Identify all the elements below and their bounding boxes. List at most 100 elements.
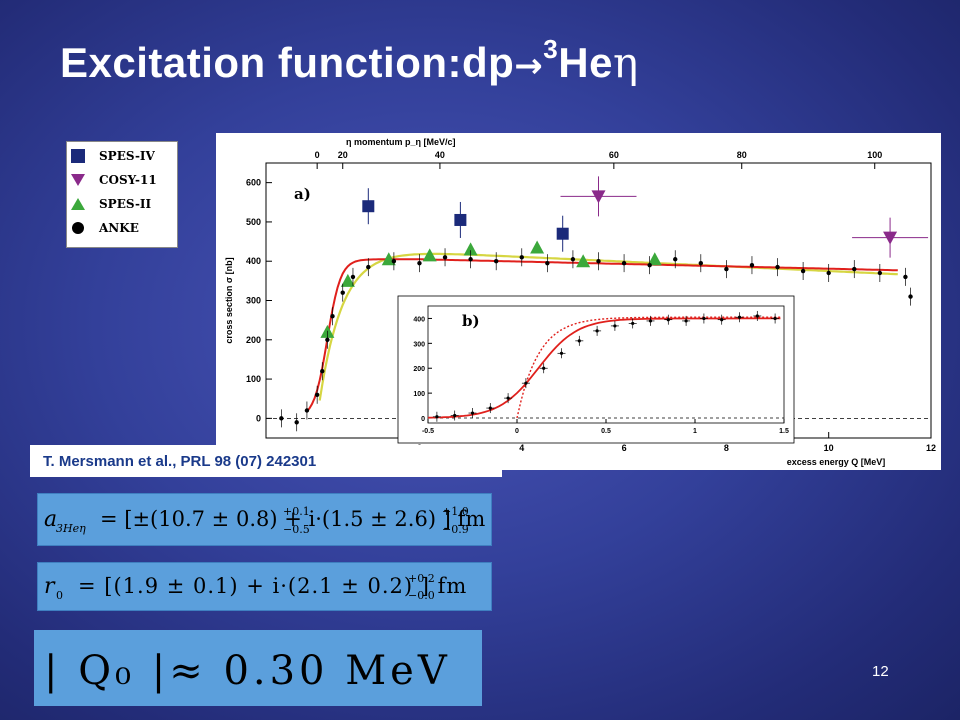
formula-a-err2-down: −0.9 [442,523,469,536]
triangle-down-marker-icon [71,174,85,186]
top-tick-label: 40 [435,150,445,160]
legend-item-spes-ii: SPES-II [71,194,151,214]
y-tick-label: 400 [246,256,261,266]
anke-data-point [724,266,729,272]
anke-data-point [320,369,325,374]
x-tick-label: 8 [724,443,729,453]
inset-data-point [453,413,457,418]
spes-ii-data-point [422,248,437,262]
anke-data-point [442,255,448,260]
formula-a-body: = [±(10.7 ± 0.8) + i·(1.5 ± 2.6) ] fm [100,507,485,531]
cosy-11-data-point [591,190,606,204]
inset-y-tick-label: 400 [413,316,425,323]
top-tick-label: 20 [338,150,348,160]
square-marker-icon [71,149,85,163]
spes-iv-data-point [556,227,569,240]
anke-data-point [852,266,857,272]
anke-data-point [294,420,299,425]
y-tick-label: 0 [256,413,261,423]
formula-r-body: = [(1.9 ± 0.1) + i·(2.1 ± 0.2) ] fm [78,574,467,598]
inset-data-point [595,329,599,333]
spes-ii-data-point [576,254,591,268]
fit-curve-red [306,258,898,412]
plot-b-background [397,295,795,444]
formula-q-text: | Q₀ |≈ 0.30 MeV [44,648,451,694]
anke-data-point [519,255,524,260]
anke-data-point [330,314,335,319]
inset-data-point [470,411,475,415]
inset-x-tick-label: 1.5 [779,428,789,435]
inset-x-tick-label: 1 [693,428,697,435]
slide-number: 12 [872,663,889,680]
anke-data-point [468,257,473,262]
inset-data-point [435,415,439,419]
inset-data-point [773,316,777,321]
y-tick-label: 200 [246,335,261,345]
x-tick-label: 12 [926,443,936,453]
inset-data-point [506,396,510,400]
triangle-up-marker-icon [71,198,85,210]
anke-data-point [570,257,576,262]
anke-data-point [366,264,371,270]
anke-data-point [621,260,627,266]
inset-x-tick-label: 0.5 [601,428,611,435]
anke-data-point [749,262,755,268]
anke-data-point [698,260,704,266]
anke-data-point [596,259,601,264]
inset-data-point [684,319,688,323]
anke-data-point [647,262,652,268]
y-tick-label: 300 [246,296,261,306]
y-tick-label: 600 [246,178,261,188]
inset-data-point [577,339,581,343]
inset-data-point [488,406,492,410]
formula-r-symbol: r [44,574,56,599]
anke-data-point [826,270,831,276]
anke-data-point [800,268,806,274]
anke-data-point [325,337,330,342]
legend-item-anke: ANKE [71,218,139,238]
y-axis-label: cross section σ [nb] [224,257,234,343]
anke-data-point [493,259,499,264]
anke-data-point [903,274,908,280]
inset-data-point [559,351,564,355]
panel-a-label: a) [294,185,311,203]
anke-data-point [340,290,345,295]
spes-iv-data-point [454,213,467,226]
formula-a-err2-up: +1.0 [442,505,469,518]
reference-citation: T. Mersmann et al., PRL 98 (07) 242301 [30,445,502,477]
inset-y-tick-label: 200 [413,366,425,373]
chart-legend: SPES-IV COSY-11 SPES-II ANKE [66,141,178,248]
inset-y-tick-label: 300 [413,341,425,348]
inset-x-tick-label: 0 [515,428,519,435]
inset-data-point [631,321,635,326]
cosy-11-data-point [883,231,898,245]
anke-data-point [304,408,310,413]
panel-b-label: b) [462,312,480,330]
anke-data-point [908,294,913,299]
scattering-length-formula: a 3Heη = [±(10.7 ± 0.8) + i·(1.5 ± 2.6) … [37,493,492,546]
anke-data-point [314,392,320,397]
spes-ii-data-point [463,242,478,256]
anke-data-point [279,416,284,421]
top-tick-label: 60 [609,150,619,160]
formula-a-err1-up: +0.1 [283,505,310,518]
inset-y-tick-label: 100 [413,391,425,398]
slide-title: Excitation function:dp→3Heη [60,34,639,87]
formula-a-err1-down: −0.5 [283,523,310,536]
anke-data-point [350,274,356,280]
legend-item-spes-iv: SPES-IV [71,146,155,166]
inset-data-point [542,366,546,370]
anke-data-point [391,259,397,264]
circle-marker-icon [72,222,84,234]
inset-x-tick-label: -0.5 [422,428,434,435]
legend-item-cosy-11: COSY-11 [71,170,157,190]
top-tick-label: 0 [315,150,320,160]
formula-r-err-up: +0.2 [408,572,435,585]
anke-data-point [673,257,678,262]
formula-r-subscript: 0 [56,589,63,602]
plot-canvas: 010020030040050060024681012020406080100η… [224,137,936,467]
formula-a-symbol: a [44,507,57,532]
anke-data-point [775,264,780,270]
inset-data-point [702,316,706,321]
y-tick-label: 500 [246,217,261,227]
